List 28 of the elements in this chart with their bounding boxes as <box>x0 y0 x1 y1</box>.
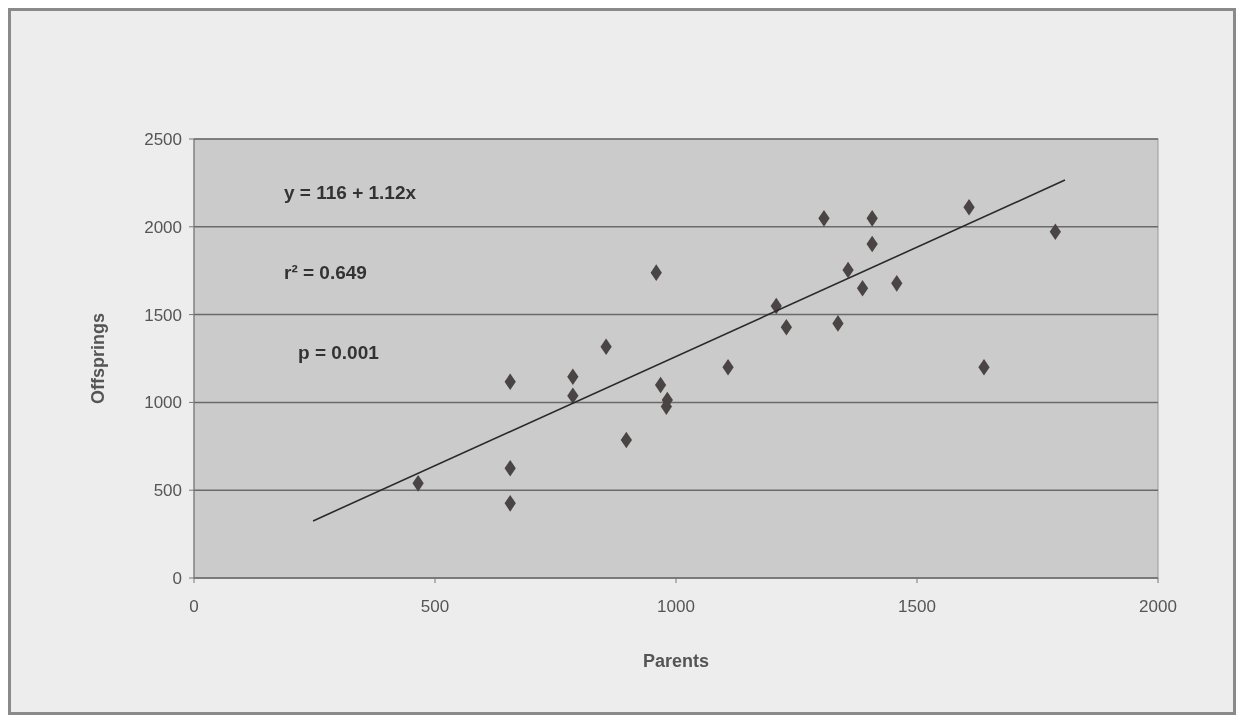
x-axis-title: Parents <box>642 651 710 671</box>
y-tick-label: 2000 <box>144 217 182 237</box>
y-tick-label: 1500 <box>144 305 182 325</box>
x-tick-label: 1000 <box>657 597 695 616</box>
point <box>650 264 662 281</box>
point <box>504 373 516 390</box>
y-tick-label: 500 <box>153 481 182 501</box>
point <box>780 318 793 336</box>
annotation: y = 116 + 1.12x <box>284 182 417 203</box>
point <box>504 495 516 512</box>
y-tick-label: 1000 <box>144 393 182 413</box>
point <box>866 210 878 227</box>
point <box>818 210 830 227</box>
point <box>856 279 869 297</box>
point <box>832 315 844 332</box>
x-tick-label: 2000 <box>1139 597 1177 616</box>
point <box>891 275 903 292</box>
x-tick-label: 0 <box>189 597 199 616</box>
x-tick-label: 1500 <box>898 597 936 616</box>
y-tick-label: 2500 <box>144 129 182 149</box>
annotation: p = 0.001 <box>298 342 380 363</box>
annotation: r² = 0.649 <box>284 262 367 283</box>
x-tick-label: 500 <box>420 597 450 616</box>
y-tick-label: 0 <box>172 568 182 588</box>
point <box>654 376 667 394</box>
point <box>412 475 424 492</box>
point <box>963 199 975 216</box>
y-axis-title: Offsprings <box>88 312 108 405</box>
